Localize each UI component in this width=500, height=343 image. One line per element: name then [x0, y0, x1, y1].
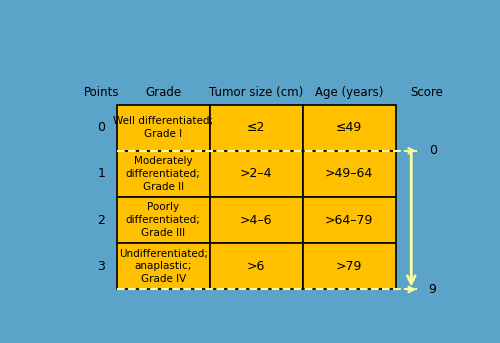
Bar	[303, 105, 396, 151]
Bar	[303, 151, 396, 197]
Text: 1: 1	[98, 167, 105, 180]
Text: Points: Points	[84, 86, 119, 99]
Text: Tumor size (cm): Tumor size (cm)	[209, 86, 304, 99]
Bar	[210, 243, 303, 289]
Text: Age (years): Age (years)	[315, 86, 384, 99]
Bar	[117, 243, 210, 289]
Bar	[117, 105, 210, 151]
Bar	[303, 243, 396, 289]
Bar	[303, 197, 396, 243]
Bar	[210, 105, 303, 151]
Text: ≤2: ≤2	[247, 121, 266, 134]
Text: 3: 3	[98, 260, 105, 273]
Text: >6: >6	[247, 260, 266, 273]
Text: Undifferentiated;
anaplastic;
Grade IV: Undifferentiated; anaplastic; Grade IV	[119, 249, 208, 284]
Text: >4–6: >4–6	[240, 214, 272, 227]
Text: 9: 9	[428, 283, 436, 296]
Bar	[210, 151, 303, 197]
Text: Well differentiated;
Grade I: Well differentiated; Grade I	[113, 116, 214, 139]
Text: Score: Score	[410, 86, 443, 99]
Text: >2–4: >2–4	[240, 167, 272, 180]
Bar	[117, 151, 210, 197]
Text: >49–64: >49–64	[325, 167, 374, 180]
Text: >79: >79	[336, 260, 362, 273]
Text: Grade: Grade	[145, 86, 182, 99]
Text: 0: 0	[428, 144, 436, 157]
Text: ≤49: ≤49	[336, 121, 362, 134]
Bar	[210, 197, 303, 243]
Text: 0: 0	[97, 121, 105, 134]
Text: Moderately
differentiated;
Grade II: Moderately differentiated; Grade II	[126, 156, 200, 192]
Text: >64–79: >64–79	[325, 214, 374, 227]
Bar	[117, 197, 210, 243]
Text: Poorly
differentiated;
Grade III: Poorly differentiated; Grade III	[126, 202, 200, 238]
Text: 2: 2	[98, 214, 105, 227]
